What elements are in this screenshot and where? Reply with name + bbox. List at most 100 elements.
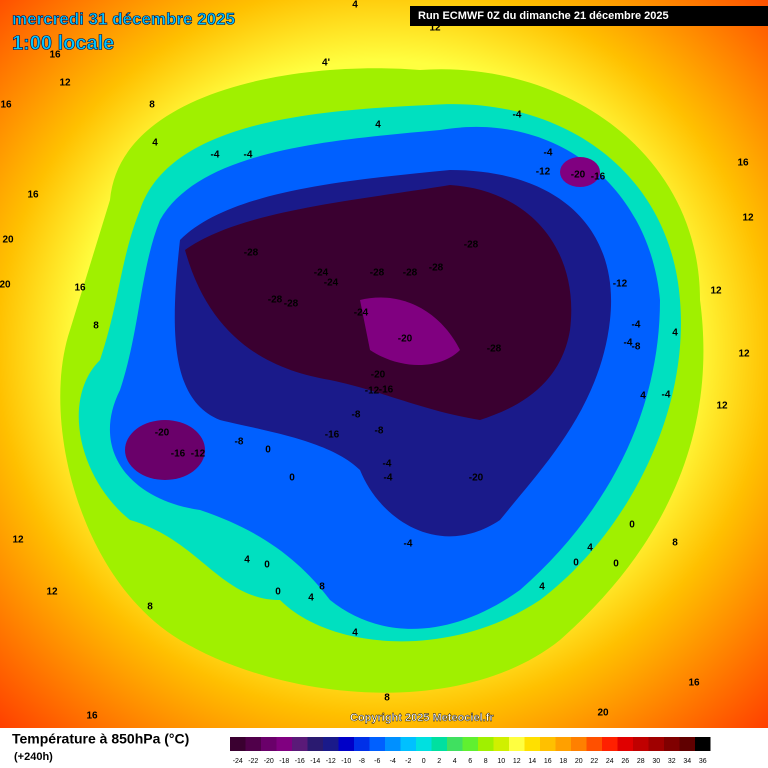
contour-label: 20 [597, 708, 609, 719]
scale-label: -12 [326, 758, 336, 765]
contour-label: 12 [710, 286, 722, 297]
contour-label: 0 [573, 558, 579, 569]
contour-label: -8 [352, 410, 361, 421]
contour-label: 16 [0, 100, 12, 111]
contour-label: 4 [375, 120, 381, 131]
color-swatch [385, 737, 401, 751]
contour-label: 12 [59, 78, 71, 89]
contour-label: -12 [191, 449, 206, 460]
scale-label: -6 [374, 758, 380, 765]
contour-label: -24 [314, 268, 329, 279]
contour-label: -28 [403, 268, 418, 279]
scale-label: -10 [341, 758, 351, 765]
scale-label: 30 [652, 758, 660, 765]
contour-label: 4 [672, 328, 678, 339]
color-swatch [245, 737, 261, 751]
contour-label: 4' [322, 58, 330, 69]
contour-label: 16 [49, 50, 61, 61]
color-swatch [555, 737, 571, 751]
contour-label: -4 [211, 150, 220, 161]
contour-label: -20 [571, 170, 586, 181]
contour-label: 0 [275, 587, 281, 598]
contour-label: -20 [469, 473, 484, 484]
color-swatch [462, 737, 478, 751]
color-scale: -24 -22 -20 -18 -16 -14 -12 -10 -8 -6 -4 -2 0 2 4 6 8 10 1… [230, 737, 711, 765]
scale-label: 32 [668, 758, 676, 765]
contour-label: -12 [536, 167, 551, 178]
contour-label: 12 [738, 349, 750, 360]
contour-label: -4 [632, 320, 641, 331]
color-swatch [400, 737, 416, 751]
contour-label: -24 [354, 308, 369, 319]
contour-label: -28 [464, 240, 479, 251]
zone-cold-pocket [560, 157, 600, 187]
scale-label: 10 [497, 758, 505, 765]
contour-label: -8 [632, 342, 641, 353]
contour-label: 0 [264, 560, 270, 571]
contour-label: -4 [404, 539, 413, 550]
scale-label: 22 [590, 758, 598, 765]
contour-label: 0 [289, 473, 295, 484]
zone-core-inner [360, 297, 460, 365]
contour-label: 16 [27, 190, 39, 201]
contour-label: -16 [325, 430, 340, 441]
scale-label: 34 [683, 758, 691, 765]
contour-label: 8 [147, 602, 153, 613]
contour-label: 8 [672, 538, 678, 549]
contour-label: 8 [93, 321, 99, 332]
contour-label: 4 [640, 391, 646, 402]
contour-label: -28 [244, 248, 259, 259]
scale-label: 4 [453, 758, 457, 765]
color-swatch [478, 737, 494, 751]
scale-label: 24 [606, 758, 614, 765]
contour-label: 4 [152, 138, 158, 149]
contour-label: -4 [383, 459, 392, 470]
color-swatch [633, 737, 649, 751]
scale-label: -24 [233, 758, 243, 765]
contour-label: 16 [74, 283, 86, 294]
contour-label: 4 [352, 0, 358, 11]
contour-label: -20 [398, 334, 413, 345]
contour-label: 4 [244, 555, 250, 566]
color-swatch [571, 737, 587, 751]
color-swatch [617, 737, 633, 751]
scale-label: 18 [559, 758, 567, 765]
color-swatch [276, 737, 292, 751]
scale-label: -4 [390, 758, 396, 765]
contour-label: -28 [370, 268, 385, 279]
map-title: mercredi 31 décembre 2025 [12, 9, 235, 28]
color-swatch [307, 737, 323, 751]
scale-label: 26 [621, 758, 629, 765]
color-swatch [493, 737, 509, 751]
contour-label: 12 [742, 213, 754, 224]
contour-label: 12 [12, 535, 24, 546]
legend-lead: (+240h) [14, 751, 53, 763]
run-info: Run ECMWF 0Z du dimanche 21 décembre 202… [418, 10, 669, 22]
scale-label: 12 [513, 758, 521, 765]
color-swatch [431, 737, 447, 751]
color-swatch [602, 737, 618, 751]
contour-label: -28 [487, 344, 502, 355]
color-swatch [338, 737, 354, 751]
color-swatch [586, 737, 602, 751]
color-swatch [323, 737, 339, 751]
color-swatch [292, 737, 308, 751]
color-swatch [369, 737, 385, 751]
contour-label: 8 [384, 693, 390, 704]
contour-label: 12 [429, 23, 441, 34]
contour-label: -28 [268, 295, 283, 306]
contour-label: 0 [629, 520, 635, 531]
scale-label: -14 [310, 758, 320, 765]
color-swatch [354, 737, 370, 751]
scale-label: 16 [544, 758, 552, 765]
color-swatch [230, 737, 246, 751]
legend-title: Température à 850hPa (°C) [12, 731, 189, 747]
scale-label: 36 [699, 758, 707, 765]
color-swatch [664, 737, 680, 751]
contour-label: 12 [46, 587, 58, 598]
scale-label: -22 [248, 758, 258, 765]
scale-label: 0 [422, 758, 426, 765]
contour-label: -16 [171, 449, 186, 460]
contour-label: -16 [591, 172, 606, 183]
